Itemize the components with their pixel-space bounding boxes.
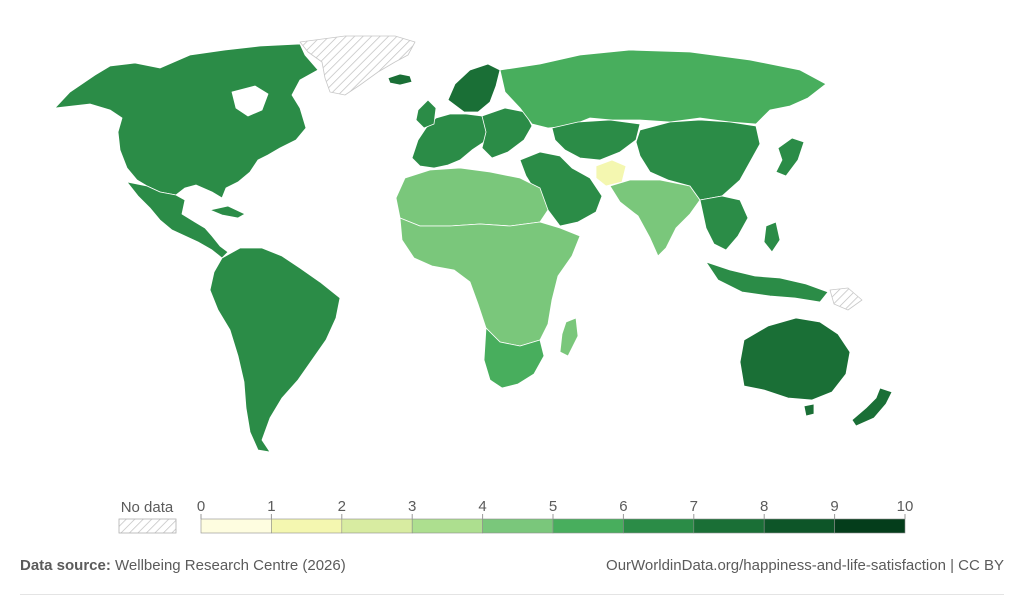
legend-bin (341, 518, 413, 534)
region-japan (775, 137, 805, 177)
region-south-america (209, 247, 341, 453)
legend-bin (200, 518, 272, 534)
footer-divider (20, 594, 1004, 595)
region-new-zealand (851, 387, 893, 427)
world-map (54, 35, 893, 453)
region-indonesia (705, 261, 829, 303)
legend-tick-label: 8 (760, 498, 768, 515)
footer: Data source: Wellbeing Research Centre (… (20, 557, 1004, 574)
legend-tick-label: 6 (619, 498, 627, 515)
region-iceland (387, 73, 413, 86)
legend-tick-label: 7 (690, 498, 698, 515)
source-url[interactable]: OurWorldinData.org/happiness-and-life-sa… (606, 557, 1004, 574)
legend-tick-label: 5 (549, 498, 557, 515)
region-caribbean (209, 205, 246, 219)
legend-tick-label: 3 (408, 498, 416, 515)
region-scandinavia (447, 63, 501, 113)
region-tasmania (803, 403, 815, 417)
region-uk-ireland (415, 99, 437, 129)
region-sub-saharan-africa (399, 217, 581, 347)
data-source-label: Data source: (20, 557, 111, 574)
legend-bin (271, 518, 343, 534)
legend-tick-label: 9 (830, 498, 838, 515)
region-philippines (763, 221, 781, 253)
legend-bin (411, 518, 483, 534)
legend-bin (834, 518, 906, 534)
region-mexico-central-america (126, 181, 229, 259)
region-china (635, 119, 761, 201)
legend-bins (200, 518, 906, 534)
region-central-asia (551, 119, 641, 161)
legend-tick-label: 4 (478, 498, 486, 515)
legend-bin (763, 518, 835, 534)
hudson-bay (231, 85, 269, 117)
legend-no-data-label: No data (121, 499, 174, 516)
legend-no-data-swatch (118, 518, 177, 534)
region-north-america (54, 43, 319, 199)
legend-bin (623, 518, 695, 534)
region-australia (739, 317, 851, 401)
region-greenland (299, 35, 416, 96)
region-india (609, 179, 701, 257)
region-russia (499, 49, 827, 129)
data-source: Data source: Wellbeing Research Centre (… (20, 557, 346, 574)
legend-ticks: 0 1 2 3 4 5 6 7 8 9 10 (197, 498, 914, 519)
color-legend: No data 0 1 2 3 4 5 6 7 8 9 10 (118, 498, 914, 534)
legend-tick-label: 2 (338, 498, 346, 515)
region-madagascar (559, 317, 579, 357)
legend-tick-label: 0 (197, 498, 205, 515)
legend-tick-label: 1 (267, 498, 275, 515)
region-southern-africa (483, 327, 545, 389)
region-new-guinea (829, 287, 863, 311)
legend-bin (482, 518, 554, 534)
region-eastern-europe (481, 107, 533, 159)
legend-bin (552, 518, 624, 534)
data-source-text: Wellbeing Research Centre (2026) (110, 557, 346, 574)
legend-tick-label: 10 (897, 498, 914, 515)
region-southeast-asia (699, 195, 749, 251)
legend-bin (693, 518, 765, 534)
